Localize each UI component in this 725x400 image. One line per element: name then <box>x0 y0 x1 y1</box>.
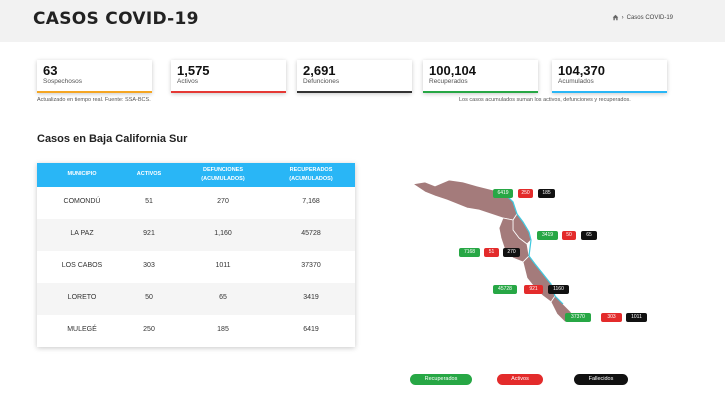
th-defunciones: DEFUNCIONES (ACUMULADOS) <box>187 166 259 184</box>
legend-fallecidos: Fallecidos <box>574 374 628 385</box>
badge-comondu-recuperados: 7168 <box>459 248 480 257</box>
badge-loreto-activos: 50 <box>562 231 576 240</box>
cell-activos: 250 <box>143 326 155 333</box>
cell-recuperados: 3419 <box>303 294 319 301</box>
cell-recuperados: 7,168 <box>302 198 320 205</box>
th-recuperados-line1: RECUPERADOS <box>289 167 333 173</box>
top-bar: CASOS COVID-19 › Casos COVID-19 <box>0 0 725 42</box>
card-label: Activos <box>177 78 198 85</box>
cell-recuperados: 37370 <box>301 262 321 269</box>
map-region-la-paz[interactable] <box>522 255 556 303</box>
card-sospechosos: 63 Sospechosos <box>37 60 152 93</box>
card-label: Recuperados <box>429 78 468 85</box>
table-header: MUNICIPIO ACTIVOS DEFUNCIONES (ACUMULADO… <box>37 163 355 187</box>
card-value: 100,104 <box>429 63 476 78</box>
table-row: LORETO 50 65 3419 <box>37 283 355 315</box>
badge-loreto-fallecidos: 65 <box>581 231 597 240</box>
legend-activos: Activos <box>497 374 543 385</box>
breadcrumb: › Casos COVID-19 <box>612 14 673 21</box>
accumulated-note: Los casos acumulados suman los activos, … <box>459 97 631 103</box>
th-defunciones-line1: DEFUNCIONES <box>202 167 244 173</box>
section-title: Casos en Baja California Sur <box>37 133 188 145</box>
cell-municipio: LORETO <box>67 294 97 301</box>
badge-mulege-fallecidos: 185 <box>538 189 555 198</box>
badge-lapaz-activos: 921 <box>524 285 543 294</box>
table-row: MULEGÉ 250 185 6419 <box>37 315 355 347</box>
legend-recuperados: Recuperados <box>410 374 472 385</box>
cell-municipio: LA PAZ <box>70 230 94 237</box>
badge-loscabos-activos: 303 <box>601 313 622 322</box>
cell-municipio: COMONDÚ <box>63 198 101 205</box>
badge-loreto-recuperados: 3419 <box>537 231 558 240</box>
badge-loscabos-fallecidos: 1011 <box>626 313 647 322</box>
table-row: COMONDÚ 51 270 7,168 <box>37 187 355 219</box>
th-activos: ACTIVOS <box>136 171 162 177</box>
home-icon[interactable] <box>612 14 619 21</box>
card-defunciones: 2,691 Defunciones <box>297 60 412 93</box>
cell-defunciones: 185 <box>217 326 229 333</box>
badge-comondu-activos: 51 <box>484 248 499 257</box>
badge-lapaz-recuperados: 45728 <box>493 285 517 294</box>
cell-defunciones: 1011 <box>215 262 231 269</box>
badge-mulege-activos: 250 <box>518 189 533 198</box>
cell-activos: 921 <box>143 230 155 237</box>
card-value: 2,691 <box>303 63 336 78</box>
card-recuperados: 100,104 Recuperados <box>423 60 538 93</box>
card-accent-bar <box>171 91 286 93</box>
card-label: Defunciones <box>303 78 340 85</box>
card-activos: 1,575 Activos <box>171 60 286 93</box>
badge-lapaz-fallecidos: 1160 <box>548 285 569 294</box>
cell-defunciones: 270 <box>217 198 229 205</box>
th-recuperados: RECUPERADOS (ACUMULADOS) <box>273 166 349 184</box>
card-accent-bar <box>37 91 152 93</box>
card-accent-bar <box>552 91 667 93</box>
cell-defunciones: 65 <box>219 294 227 301</box>
card-value: 63 <box>43 63 58 78</box>
badge-mulege-recuperados: 6419 <box>493 189 513 198</box>
cell-activos: 50 <box>145 294 153 301</box>
cell-recuperados: 45728 <box>301 230 321 237</box>
cases-table: MUNICIPIO ACTIVOS DEFUNCIONES (ACUMULADO… <box>37 163 355 347</box>
card-accent-bar <box>297 91 412 93</box>
table-row: LA PAZ 921 1,160 45728 <box>37 219 355 251</box>
card-accent-bar <box>423 91 538 93</box>
card-label: Sospechosos <box>43 78 83 85</box>
card-value: 1,575 <box>177 63 210 78</box>
cell-activos: 51 <box>145 198 153 205</box>
badge-comondu-fallecidos: 270 <box>503 248 520 257</box>
cell-municipio: LOS CABOS <box>61 262 103 269</box>
card-label: Acumulados <box>558 78 594 85</box>
card-acumulados: 104,370 Acumulados <box>552 60 667 93</box>
card-value: 104,370 <box>558 63 605 78</box>
page-title: CASOS COVID-19 <box>33 9 199 29</box>
cell-activos: 303 <box>143 262 155 269</box>
cell-recuperados: 6419 <box>303 326 319 333</box>
th-defunciones-line2: (ACUMULADOS) <box>201 176 245 182</box>
table-row: LOS CABOS 303 1011 37370 <box>37 251 355 283</box>
map-region-mulege[interactable] <box>411 179 518 221</box>
breadcrumb-current: Casos COVID-19 <box>626 14 673 21</box>
cell-municipio: MULEGÉ <box>67 326 97 333</box>
cell-defunciones: 1,160 <box>214 230 232 237</box>
badge-loscabos-recuperados: 37370 <box>565 313 591 322</box>
th-municipio: MUNICIPIO <box>67 171 97 177</box>
update-note: Actualizado en tiempo real. Fuente: SSA-… <box>37 97 151 103</box>
th-recuperados-line2: (ACUMULADOS) <box>289 176 333 182</box>
breadcrumb-separator: › <box>621 14 624 21</box>
